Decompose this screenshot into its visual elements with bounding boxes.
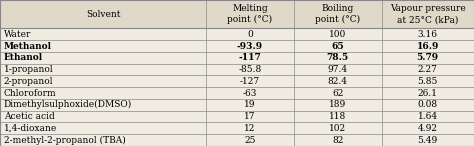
Text: 19: 19 [244, 100, 256, 109]
Text: Vapour pressure
at 25°C (kPa): Vapour pressure at 25°C (kPa) [390, 4, 465, 24]
Text: 2-methyl-2-propanol (TBA): 2-methyl-2-propanol (TBA) [4, 135, 126, 145]
Text: 5.79: 5.79 [417, 53, 439, 62]
Text: 12: 12 [245, 124, 255, 133]
Text: Dimethylsulphoxide(DMSO): Dimethylsulphoxide(DMSO) [4, 100, 132, 110]
Text: 4.92: 4.92 [418, 124, 438, 133]
Text: 100: 100 [329, 30, 346, 39]
Text: 1-propanol: 1-propanol [4, 65, 54, 74]
Text: 78.5: 78.5 [327, 53, 349, 62]
Text: -93.9: -93.9 [237, 42, 263, 51]
Text: 16.9: 16.9 [417, 42, 439, 51]
Text: 82: 82 [332, 136, 343, 145]
Text: 26.1: 26.1 [418, 89, 438, 98]
Text: -127: -127 [240, 77, 260, 86]
Text: 62: 62 [332, 89, 343, 98]
Text: Methanol: Methanol [4, 42, 52, 51]
Text: -117: -117 [239, 53, 261, 62]
Text: 1.64: 1.64 [418, 112, 438, 121]
Text: Melting
point (°C): Melting point (°C) [228, 4, 273, 24]
Text: -85.8: -85.8 [238, 65, 262, 74]
Text: 2-propanol: 2-propanol [4, 77, 53, 86]
Text: 65: 65 [331, 42, 344, 51]
Text: 5.85: 5.85 [418, 77, 438, 86]
Bar [0, 0, 474, 28]
Text: 2.27: 2.27 [418, 65, 438, 74]
Text: 189: 189 [329, 100, 346, 109]
Text: 17: 17 [244, 112, 256, 121]
Text: Acetic acid: Acetic acid [4, 112, 55, 121]
Text: 102: 102 [329, 124, 346, 133]
Text: 1,4-dioxane: 1,4-dioxane [4, 124, 57, 133]
Text: Boiling
point (°C): Boiling point (°C) [315, 4, 360, 24]
Text: Ethanol: Ethanol [4, 53, 43, 62]
Text: 3.16: 3.16 [418, 30, 438, 39]
Text: 25: 25 [244, 136, 256, 145]
Text: Solvent: Solvent [86, 10, 120, 19]
Text: 5.49: 5.49 [418, 136, 438, 145]
Text: 82.4: 82.4 [328, 77, 348, 86]
Text: Chloroform: Chloroform [4, 89, 56, 98]
Text: 118: 118 [329, 112, 346, 121]
Text: -63: -63 [243, 89, 257, 98]
Text: 97.4: 97.4 [328, 65, 348, 74]
Text: 0: 0 [247, 30, 253, 39]
Text: 0.08: 0.08 [418, 100, 438, 109]
Text: Water: Water [4, 30, 31, 39]
